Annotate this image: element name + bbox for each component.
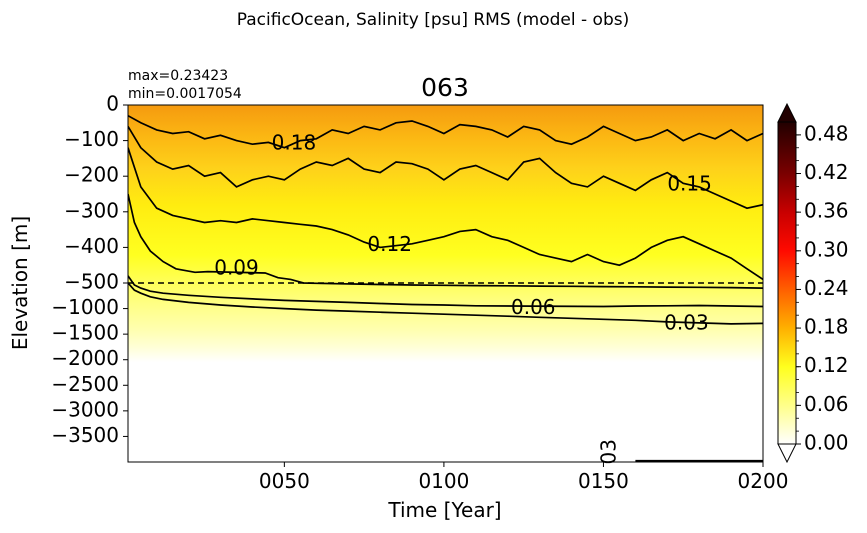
- colorbar-tick-label: 0.24: [804, 276, 849, 300]
- x-tick-label: 0200: [738, 469, 789, 493]
- max-annotation: max=0.23423: [128, 68, 228, 84]
- colorbar: 0.00 0.06 0.12 0.18 0.24 0.30 0.36 0.42 0.48: [777, 102, 849, 464]
- suptitle: PacificOcean, Salinity [psu] RMS (model …: [237, 10, 629, 30]
- chart-title: 063: [421, 73, 469, 102]
- x-axis: 0050 0100 0150 0200: [259, 462, 789, 493]
- contour-labels: 0.18 0.15 0.12 0.09 0.06 0.03 03: [214, 131, 712, 465]
- colorbar-extend-top: [777, 102, 797, 123]
- colorbar-body: [777, 121, 797, 445]
- colorbar-tick-label: 0.48: [804, 121, 849, 145]
- y-tick-label: −1000: [51, 295, 119, 319]
- colorbar-tick-label: 0.42: [804, 160, 849, 184]
- contour-line-1: [128, 125, 763, 210]
- colorbar-ticks: 0.00 0.06 0.12 0.18 0.24 0.30 0.36 0.42 0.48: [796, 121, 849, 455]
- y-tick-label: −100: [64, 127, 119, 151]
- y-tick-label: −2500: [51, 372, 119, 396]
- x-tick-label: 0150: [578, 469, 629, 493]
- y-tick-label: −500: [64, 270, 119, 294]
- y-tick-label: −3000: [51, 397, 119, 421]
- contour-label-0: 0.18: [272, 131, 317, 155]
- contour-label-1: 0.15: [667, 172, 712, 196]
- y-tick-label: 0: [106, 92, 119, 116]
- contour-label-5: 0.03: [664, 310, 709, 334]
- x-tick-label: 0100: [418, 469, 469, 493]
- colorbar-tick-label: 0.06: [804, 392, 849, 416]
- y-axis-label: Elevation [m]: [8, 216, 32, 350]
- y-tick-label: −400: [64, 234, 119, 258]
- colorbar-tick-label: 0.18: [804, 315, 849, 339]
- y-tick-label: −1500: [51, 321, 119, 345]
- contour-line-2: [128, 147, 763, 281]
- contour-line-4: [128, 275, 763, 308]
- contour-label-3: 0.09: [214, 255, 259, 279]
- contour-line-5: [128, 282, 763, 325]
- y-tick-label: −300: [64, 198, 119, 222]
- contour-line-0: [128, 114, 763, 149]
- colorbar-tick-label: 0.30: [804, 237, 849, 261]
- contour-label-4: 0.06: [511, 295, 556, 319]
- y-tick-label: −3500: [51, 423, 119, 447]
- min-annotation: min=0.0017054: [128, 86, 242, 102]
- y-axis: 0 −100 −200 −300 −400 −500−1000−1500−2000−250…: [51, 92, 128, 447]
- x-tick-label: 0050: [259, 469, 310, 493]
- colorbar-tick-label: 0.00: [804, 431, 849, 455]
- colorbar-tick-label: 0.12: [804, 353, 849, 377]
- y-tick-label: −2000: [51, 346, 119, 370]
- y-tick-label: −200: [64, 163, 119, 187]
- colorbar-extend-bottom: [777, 443, 797, 464]
- colorbar-tick-label: 0.36: [804, 199, 849, 223]
- plot-area: [128, 105, 763, 462]
- contour-label-6: 03: [596, 439, 620, 464]
- contour-label-2: 0.12: [367, 232, 412, 256]
- x-axis-label: Time [Year]: [387, 498, 501, 522]
